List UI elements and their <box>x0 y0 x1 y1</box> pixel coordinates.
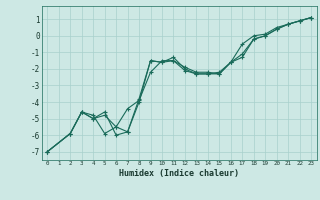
X-axis label: Humidex (Indice chaleur): Humidex (Indice chaleur) <box>119 169 239 178</box>
